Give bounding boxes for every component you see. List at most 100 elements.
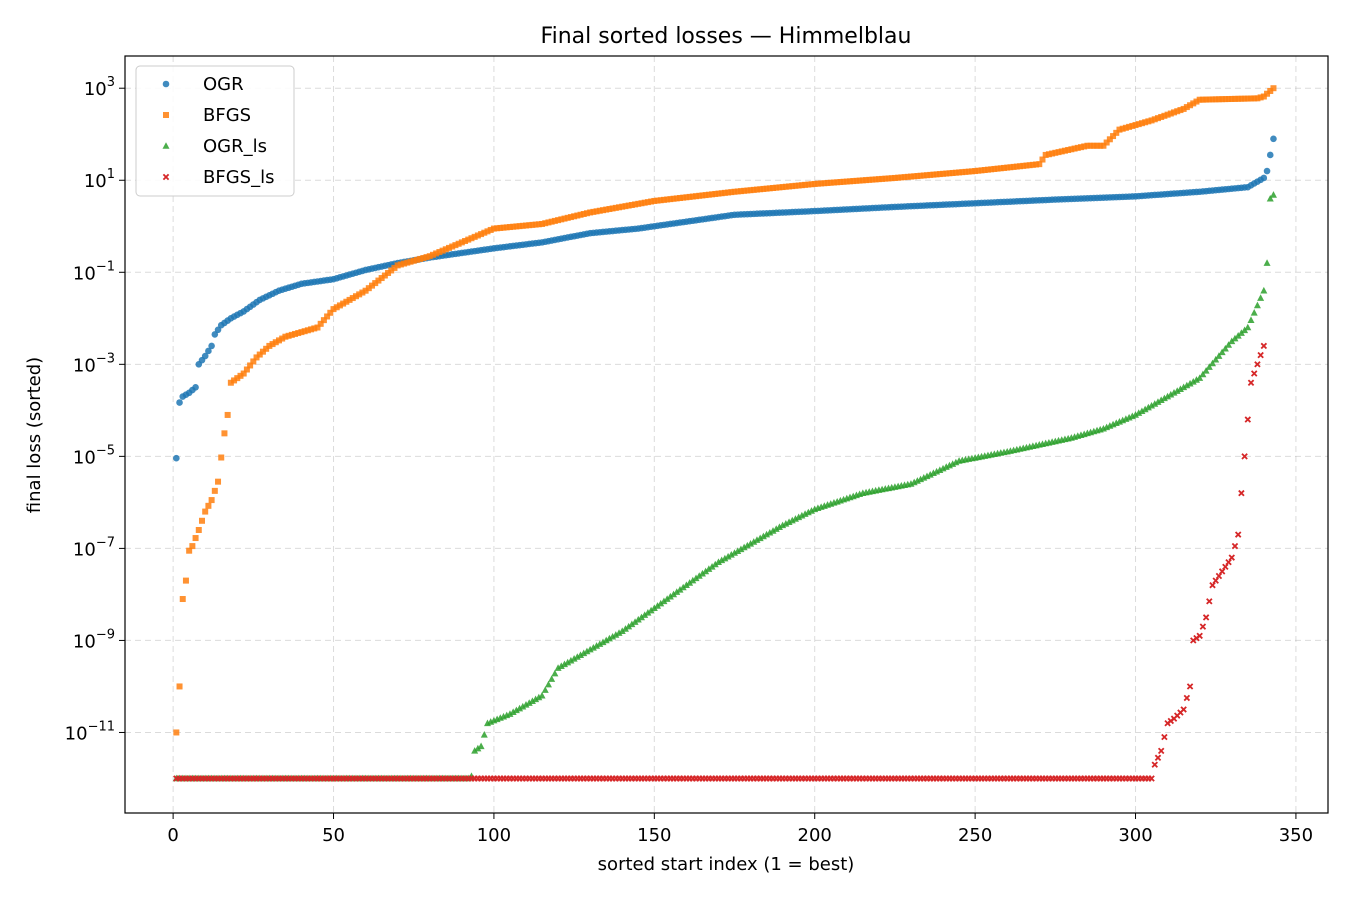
data-point xyxy=(516,223,523,230)
data-point xyxy=(583,210,590,217)
data-point xyxy=(484,228,491,235)
data-point xyxy=(1247,379,1255,386)
data-point xyxy=(936,171,943,178)
data-point xyxy=(943,170,950,177)
data-point xyxy=(1144,403,1152,411)
data-point xyxy=(1036,161,1043,168)
data-point xyxy=(1151,761,1159,768)
data-point xyxy=(689,193,696,200)
data-point xyxy=(208,497,215,504)
legend-marker xyxy=(162,142,170,149)
data-point xyxy=(1160,394,1168,402)
data-point xyxy=(567,214,574,221)
data-point xyxy=(1219,96,1226,103)
data-point xyxy=(708,563,716,570)
data-point xyxy=(519,702,527,710)
data-point xyxy=(1126,123,1133,130)
data-point xyxy=(705,565,713,572)
data-point xyxy=(577,651,585,658)
data-point xyxy=(1161,733,1168,741)
data-point xyxy=(458,239,465,246)
data-point xyxy=(192,384,199,391)
data-point xyxy=(548,675,556,682)
data-point xyxy=(439,247,446,254)
legend-box xyxy=(135,65,295,197)
points-layer xyxy=(172,85,1277,782)
data-point xyxy=(1157,396,1165,404)
data-point xyxy=(619,203,626,210)
data-point xyxy=(895,174,902,181)
data-point xyxy=(1154,754,1162,762)
data-point xyxy=(1183,694,1191,702)
data-point xyxy=(381,272,388,279)
data-point xyxy=(840,178,847,185)
data-point xyxy=(695,572,703,579)
data-point xyxy=(641,611,649,618)
data-point xyxy=(1161,112,1168,119)
data-point xyxy=(279,335,286,342)
data-point xyxy=(1023,162,1030,169)
data-point xyxy=(747,539,755,547)
data-point xyxy=(436,249,443,256)
data-point xyxy=(173,729,180,736)
data-point xyxy=(218,454,225,461)
data-point xyxy=(811,180,818,187)
data-point xyxy=(269,341,276,348)
data-point xyxy=(298,329,305,336)
data-point xyxy=(660,597,668,605)
grid-layer xyxy=(125,56,1328,813)
data-point xyxy=(589,643,597,651)
data-point xyxy=(602,636,610,644)
data-point xyxy=(234,375,241,382)
data-point xyxy=(632,201,639,208)
data-point xyxy=(195,526,202,533)
data-point xyxy=(1199,623,1207,630)
data-point xyxy=(1235,95,1242,102)
data-point xyxy=(474,232,481,239)
data-point xyxy=(599,638,607,646)
data-point xyxy=(1218,568,1226,575)
data-point xyxy=(1061,147,1068,154)
data-point xyxy=(1241,95,1248,102)
data-point xyxy=(795,182,802,189)
data-point xyxy=(743,541,751,549)
data-point xyxy=(1260,93,1267,100)
data-point xyxy=(214,326,222,334)
data-point xyxy=(526,222,533,229)
data-point xyxy=(907,173,914,180)
data-point xyxy=(853,177,860,184)
data-point xyxy=(962,168,969,175)
data-point xyxy=(1084,142,1091,149)
data-point xyxy=(510,223,517,230)
legend-marker xyxy=(162,173,170,181)
x-tick-label: 300 xyxy=(1118,825,1152,846)
data-point xyxy=(1148,401,1156,409)
data-point xyxy=(637,613,645,621)
data-point xyxy=(1269,191,1277,198)
data-point xyxy=(420,255,427,262)
data-point xyxy=(760,185,767,192)
data-point xyxy=(683,194,690,201)
data-point xyxy=(1164,392,1172,400)
data-point xyxy=(365,285,372,292)
legend-item: BFGS_ls xyxy=(162,167,274,188)
data-point xyxy=(182,577,189,584)
data-point xyxy=(346,296,353,303)
data-point xyxy=(1151,400,1159,407)
data-point xyxy=(1266,194,1274,202)
data-point xyxy=(583,647,591,655)
data-point xyxy=(282,333,289,340)
data-point xyxy=(535,693,543,701)
data-point xyxy=(930,171,937,178)
data-point xyxy=(1199,370,1207,378)
data-point xyxy=(1087,142,1094,149)
data-point xyxy=(1189,378,1197,385)
plot-frame xyxy=(124,55,1329,814)
data-point xyxy=(850,178,857,185)
data-point xyxy=(1222,96,1229,103)
data-point xyxy=(324,313,331,320)
data-point xyxy=(192,535,199,542)
data-point xyxy=(1266,151,1274,159)
data-point xyxy=(696,192,703,199)
